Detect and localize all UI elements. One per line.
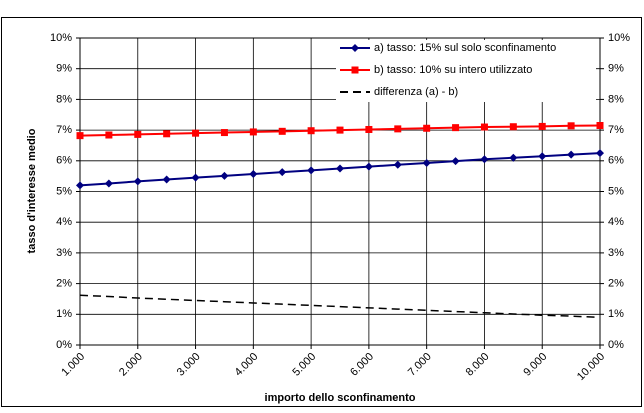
y2-tick-label: 3% [608,247,624,259]
marker [220,129,228,137]
legend-marker [351,66,359,74]
marker [596,121,604,129]
marker [162,175,171,184]
marker [451,157,460,166]
y-tick-label: 10% [50,32,72,44]
marker [422,158,431,167]
marker [423,124,431,132]
marker [394,125,402,133]
marker [307,127,315,135]
marker [452,124,460,132]
marker [480,123,488,131]
legend-label: b) tasso: 10% su intero utilizzato [374,64,532,76]
y2-tick-label: 8% [608,93,624,105]
marker [220,171,229,180]
y-tick-label: 9% [56,63,72,75]
y2-tick-label: 2% [608,278,624,290]
y-axis-title: tasso d'interesse medio [26,128,38,253]
marker [538,122,546,130]
y-tick-label: 6% [56,155,72,167]
marker [365,125,373,133]
y-tick-label: 4% [56,216,72,228]
marker [249,170,258,179]
marker [133,177,142,186]
marker [480,155,489,164]
marker [538,152,547,161]
y-tick-label: 0% [56,339,72,351]
marker [104,179,113,188]
marker [364,162,373,171]
y2-tick-label: 5% [608,185,624,197]
marker [567,150,576,159]
marker [134,130,142,138]
marker [336,126,344,134]
y2-tick-label: 0% [608,339,624,351]
marker [278,168,287,177]
marker [509,153,518,162]
legend-label: differenza (a) - b) [374,86,458,98]
marker [509,123,517,131]
y2-tick-label: 1% [608,308,624,320]
marker [76,132,84,140]
y-tick-label: 7% [56,124,72,136]
marker [278,127,286,135]
marker [191,173,200,182]
marker [163,130,171,138]
x-axis-title: importo dello sconfinamento [265,392,416,404]
legend-box [336,40,596,102]
legend-marker [351,44,359,52]
marker [393,160,402,169]
y2-tick-label: 10% [608,32,630,44]
y-tick-label: 2% [56,278,72,290]
series-line [79,294,601,319]
y-tick-label: 1% [56,308,72,320]
marker [76,181,84,190]
marker [336,164,344,173]
y2-tick-label: 9% [608,63,624,75]
marker [307,166,316,175]
legend-label: a) tasso: 15% sul solo sconfinamento [374,42,556,54]
y-tick-label: 5% [56,185,72,197]
marker [596,149,604,158]
marker [567,122,575,130]
y2-tick-label: 6% [608,155,624,167]
y2-tick-label: 4% [608,216,624,228]
marker [192,129,200,137]
marker [105,131,113,139]
marker [249,128,257,136]
y2-tick-label: 7% [608,124,624,136]
y-tick-label: 8% [56,93,72,105]
y-tick-label: 3% [56,247,72,259]
